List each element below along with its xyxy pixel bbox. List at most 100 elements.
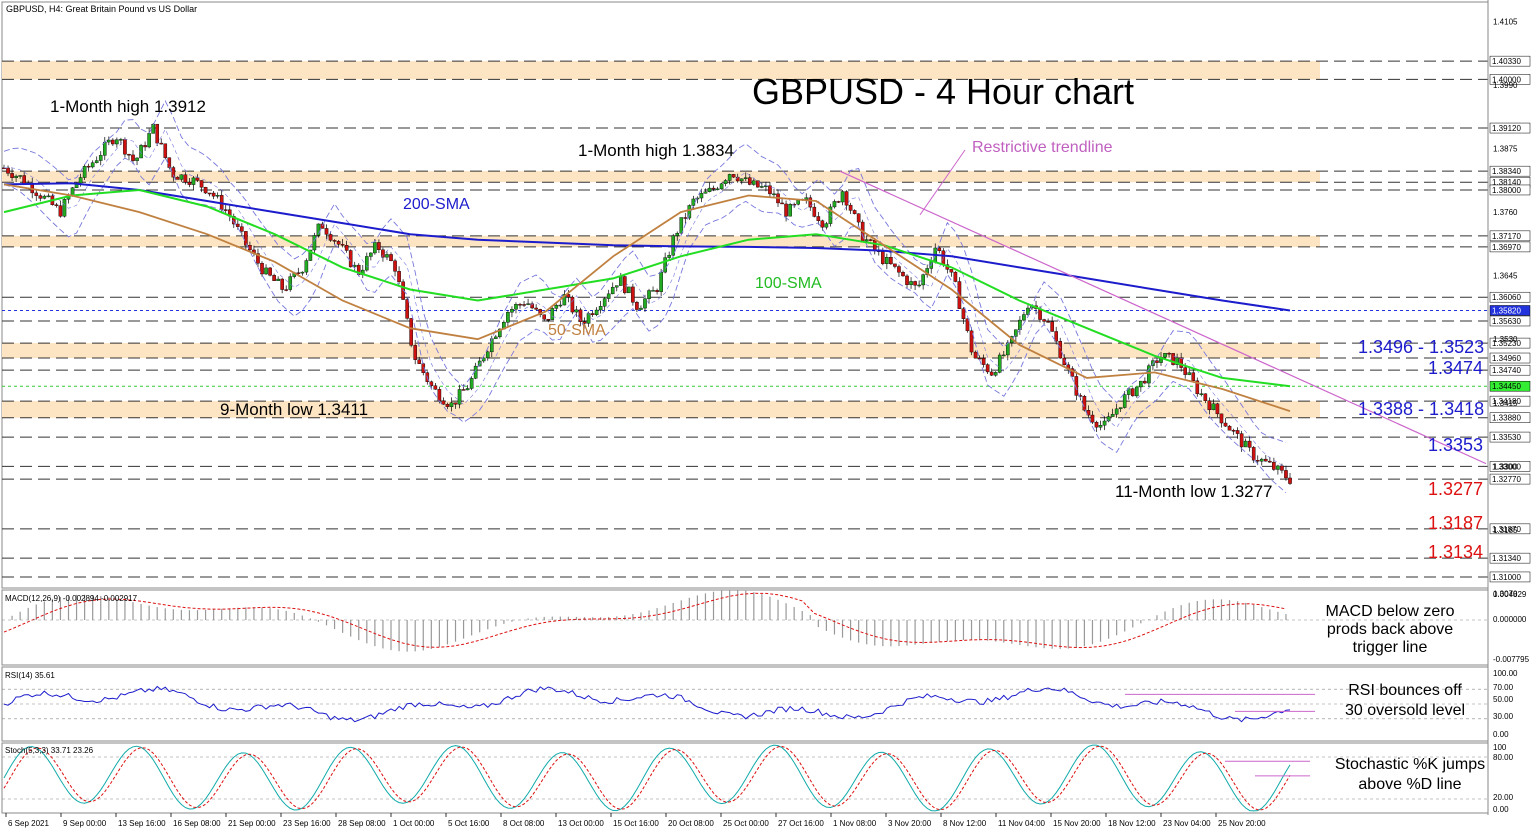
- candle-body: [256, 253, 260, 264]
- candle-body: [147, 133, 151, 148]
- candle-body: [280, 278, 284, 290]
- candle-body: [1223, 422, 1228, 427]
- candle-body: [320, 223, 325, 229]
- candle-body: [191, 177, 196, 185]
- candle-body: [566, 294, 571, 298]
- candle-body: [1171, 353, 1175, 365]
- x-tick-label: 27 Oct 16:00: [778, 819, 824, 828]
- x-tick-label: 16 Sep 08:00: [173, 819, 221, 828]
- candle-body: [1243, 440, 1248, 448]
- candle-body: [973, 351, 978, 359]
- x-tick-label: 1 Nov 08:00: [833, 819, 877, 828]
- candle-body: [385, 254, 389, 258]
- sma-100-line: [3, 188, 1291, 388]
- rsi-annotation: RSI bounces off: [1348, 682, 1462, 699]
- candle-body: [1046, 321, 1050, 323]
- candle-body: [711, 187, 716, 190]
- x-tick-label: 28 Sep 08:00: [338, 819, 386, 828]
- candle-body: [719, 183, 724, 190]
- candle-body: [1147, 365, 1151, 384]
- price-tick-label: 1.3645: [1493, 272, 1518, 281]
- candle-body: [1239, 433, 1244, 448]
- candle-body: [244, 231, 248, 246]
- candle-body: [1272, 461, 1276, 470]
- price-panel: 1-Month high 1.3912 1-Month high 1.3834 Re…: [1, 1, 1489, 589]
- level-tag: [1489, 395, 1531, 407]
- level-tag: [1489, 364, 1531, 376]
- candle-body: [1167, 352, 1171, 355]
- candle-body: [94, 160, 99, 163]
- level-label: 1.38340: [1492, 167, 1521, 176]
- candle-body: [985, 364, 990, 373]
- candle-body: [562, 294, 567, 306]
- level-tag: [1489, 412, 1531, 423]
- candle-body: [889, 257, 893, 265]
- candle-body: [788, 204, 792, 217]
- candle-body: [1130, 388, 1135, 397]
- candle-body: [1264, 458, 1268, 462]
- sr-zone: [2, 401, 1320, 418]
- candle-body: [707, 187, 712, 192]
- candle-body: [1026, 307, 1030, 315]
- candle-body: [921, 274, 925, 286]
- candle-body: [6, 167, 10, 174]
- level-label: 1.39120: [1492, 124, 1521, 133]
- candle-body: [1227, 425, 1232, 431]
- macd-annotation: prods back above: [1327, 621, 1453, 638]
- level-label: 1.35630: [1492, 317, 1521, 326]
- candle-body: [445, 404, 450, 407]
- x-axis: 1.40330 1.40000 1.39120 1.38340 1.381401.380…: [5, 0, 1531, 828]
- candle-body: [98, 155, 103, 161]
- candle-body: [1139, 380, 1143, 388]
- candle-body: [1235, 430, 1240, 434]
- x-tick-label: 21 Sep 00:00: [228, 819, 276, 828]
- candle-body: [856, 213, 861, 223]
- price-tick-label: 1.3760: [1493, 208, 1518, 217]
- candle-body: [739, 178, 744, 182]
- candle-body: [494, 336, 498, 339]
- macd-axis-label: 0.004829: [1493, 590, 1527, 599]
- candle-body: [756, 180, 760, 188]
- candle-body: [159, 142, 164, 145]
- candle-body: [627, 286, 631, 294]
- rsi-axis-label: 0.00: [1493, 730, 1509, 739]
- candle-body: [365, 256, 369, 271]
- x-tick-label: 8 Oct 08:00: [503, 819, 545, 828]
- x-tick-label: 13 Sep 16:00: [118, 819, 166, 828]
- level-label: 1.33530: [1492, 433, 1521, 442]
- candle-body: [119, 139, 123, 141]
- candle-body: [550, 308, 555, 320]
- candle-body: [743, 177, 748, 179]
- candle-body: [820, 220, 825, 228]
- candle-body: [937, 247, 942, 251]
- annotation-label: 1.3187: [1428, 513, 1483, 533]
- candle-body: [336, 241, 341, 245]
- candle-body: [405, 299, 409, 319]
- level-label: 1.34960: [1492, 354, 1521, 363]
- candle-body: [203, 187, 208, 194]
- x-tick-label: 6 Sep 2021: [8, 819, 49, 828]
- candle-body: [86, 165, 91, 168]
- candle-body: [514, 304, 518, 310]
- macd-annotation: trigger line: [1353, 639, 1428, 656]
- candle-body: [248, 245, 252, 251]
- candle-body: [1135, 386, 1139, 397]
- price-tick-label: 1.3070: [1493, 590, 1518, 599]
- candle-body: [643, 298, 647, 309]
- x-tick-label: 23 Nov 04:00: [1163, 819, 1211, 828]
- candle-body: [913, 281, 917, 286]
- candle-body: [90, 162, 95, 168]
- annotation-label: 200-SMA: [403, 196, 470, 213]
- candle-body: [1179, 357, 1183, 368]
- candle-body: [727, 174, 732, 181]
- candle-body: [723, 180, 728, 184]
- candle-body: [1022, 314, 1026, 321]
- candle-body: [1090, 414, 1095, 423]
- candle-body: [1143, 380, 1147, 384]
- level-tag: [1489, 352, 1531, 364]
- macd-panel: MACD(12,26,9) -0.002894 -0.002917 0.00482…: [1, 589, 1530, 666]
- candle-body: [635, 302, 639, 310]
- stoch-title: Stoch(5,3,3) 33.71 23.26: [5, 746, 94, 755]
- candle-body: [1074, 376, 1079, 396]
- candle-body: [107, 139, 111, 143]
